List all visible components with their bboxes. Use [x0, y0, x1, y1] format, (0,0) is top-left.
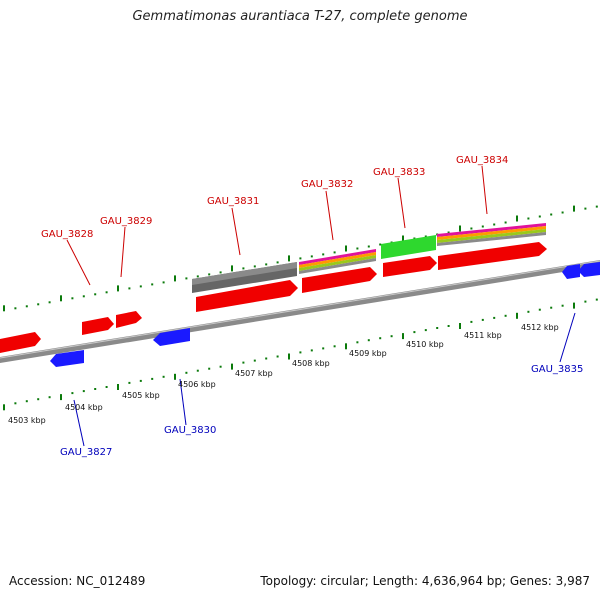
gene-arrow-gau-3827	[50, 350, 84, 367]
gene-arrow-gau-3835-b	[578, 262, 600, 277]
gene-arrow-gau-3833	[383, 256, 437, 277]
gene-arrow-gau-3835-a	[562, 264, 580, 279]
ruler-label: 4503 kbp	[8, 416, 46, 425]
ruler-label: 4507 kbp	[235, 369, 273, 378]
ruler-label: 4509 kbp	[349, 349, 387, 358]
ruler-label: 4506 kbp	[178, 380, 216, 389]
gene-arrow-gau-3828	[82, 317, 114, 335]
track-color-bands-3832	[299, 249, 376, 274]
ruler-label: 4511 kbp	[464, 331, 502, 340]
gene-arrow-gau-3832	[302, 267, 377, 293]
ruler-label: 4510 kbp	[406, 340, 444, 349]
gene-label-gau-3835[interactable]: GAU_3835	[531, 364, 583, 375]
gene-label-gau-3831[interactable]: GAU_3831	[207, 196, 259, 207]
gene-label-gau-3830[interactable]: GAU_3830	[164, 425, 216, 436]
gene-label-gau-3827[interactable]: GAU_3827	[60, 447, 112, 458]
ruler-label: 4512 kbp	[521, 323, 559, 332]
forward-cds-track	[0, 242, 547, 353]
feature-tracks	[192, 223, 546, 293]
gene-arrow-gau-3829	[116, 311, 142, 328]
gene-label-gau-3833[interactable]: GAU_3833	[373, 167, 425, 178]
ruler-label: 4505 kbp	[122, 391, 160, 400]
accession-text: Accession: NC_012489	[9, 574, 146, 588]
gene-arrow-gau-3828-left	[0, 332, 41, 353]
genome-summary-text: Topology: circular; Length: 4,636,964 bp…	[260, 574, 590, 588]
reverse-cds-track	[50, 262, 600, 367]
figure-title: Gemmatimonas aurantiaca T-27, complete g…	[132, 9, 468, 24]
track-green-band	[381, 235, 436, 259]
gene-label-gau-3829[interactable]: GAU_3829	[100, 216, 152, 227]
track-color-bands-3834	[437, 223, 546, 246]
gene-labels: GAU_3828 GAU_3829 GAU_3831 GAU_3832 GAU_…	[41, 155, 583, 458]
gene-label-gau-3832[interactable]: GAU_3832	[301, 179, 353, 190]
gene-arrow-gau-3831	[196, 280, 298, 312]
gene-arrow-gau-3830	[153, 328, 190, 346]
gene-label-gau-3834[interactable]: GAU_3834	[456, 155, 508, 166]
ruler-label: 4504 kbp	[65, 403, 103, 412]
ruler-labels: 4503 kbp 4504 kbp 4505 kbp 4506 kbp 4507…	[8, 323, 559, 425]
label-callouts	[66, 165, 576, 447]
gene-arrow-gau-3834	[438, 242, 547, 270]
gene-label-gau-3828[interactable]: GAU_3828	[41, 229, 93, 240]
ruler-label: 4508 kbp	[292, 359, 330, 368]
